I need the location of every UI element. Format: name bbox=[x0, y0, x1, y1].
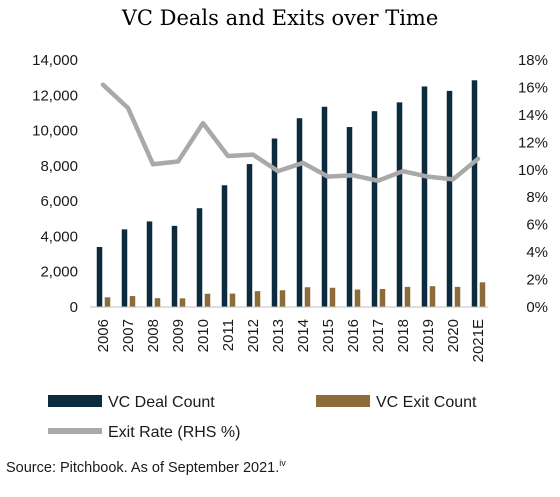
bar-vc-exit-count bbox=[104, 297, 111, 307]
left-axis-tick-label: 4,000 bbox=[40, 228, 78, 245]
right-axis-tick-label: 12% bbox=[518, 134, 548, 151]
bar-vc-exit-count bbox=[354, 289, 361, 307]
legend-label-exit-rate: Exit Rate (RHS %) bbox=[108, 424, 240, 441]
left-axis: 0 2,000 4,000 6,000 8,000 10,000 12,000 14,000 bbox=[32, 52, 78, 316]
left-axis-tick-label: 14,000 bbox=[32, 52, 78, 69]
x-axis-tick-label: 2020 bbox=[445, 319, 462, 352]
bar-vc-exit-count bbox=[454, 286, 461, 307]
legend-swatch-deal bbox=[48, 395, 102, 407]
bar-vc-deal-count bbox=[96, 247, 103, 307]
x-axis-tick-label: 2008 bbox=[145, 319, 162, 352]
right-axis-tick-label: 0% bbox=[526, 299, 548, 316]
bar-vc-exit-count bbox=[479, 282, 486, 307]
bar-vc-deal-count bbox=[396, 102, 403, 307]
x-axis-tick-label: 2007 bbox=[120, 319, 137, 352]
bar-vc-deal-count bbox=[171, 225, 178, 307]
legend: VC Deal Count VC Exit Count Exit Rate (R… bbox=[48, 394, 477, 441]
source-text: Source: Pitchbook. As of September 2021. bbox=[6, 459, 280, 476]
x-axis-tick-label: 2011 bbox=[220, 319, 237, 351]
bar-vc-exit-count bbox=[229, 293, 236, 307]
chart-title: VC Deals and Exits over Time bbox=[121, 6, 439, 30]
bars bbox=[96, 80, 486, 308]
x-axis-tick-label: 2013 bbox=[270, 319, 287, 352]
left-axis-tick-label: 2,000 bbox=[40, 264, 78, 281]
bar-vc-exit-count bbox=[154, 298, 161, 307]
bar-vc-exit-count bbox=[429, 286, 436, 307]
bar-vc-exit-count bbox=[254, 291, 261, 307]
x-axis-tick-label: 2017 bbox=[370, 319, 387, 352]
x-axis-tick-label: 2016 bbox=[345, 319, 362, 352]
right-axis-tick-label: 2% bbox=[526, 272, 548, 289]
bar-vc-deal-count bbox=[146, 221, 153, 307]
bar-vc-deal-count bbox=[196, 208, 203, 307]
bar-vc-exit-count bbox=[379, 289, 386, 307]
x-axis-tick-label: 2018 bbox=[395, 319, 412, 352]
left-axis-tick-label: 6,000 bbox=[40, 193, 78, 210]
right-axis-tick-label: 6% bbox=[526, 217, 548, 234]
x-axis-tick-label: 2009 bbox=[170, 319, 187, 352]
x-axis: 2006 2007 2008 2009 2010 2011 2012 2013 2014 2015… bbox=[95, 319, 487, 362]
bar-vc-exit-count bbox=[304, 287, 311, 307]
source-note: Source: Pitchbook. As of September 2021.… bbox=[6, 458, 286, 476]
x-axis-tick-label: 2015 bbox=[320, 319, 337, 352]
left-axis-tick-label: 0 bbox=[70, 299, 78, 316]
bar-vc-deal-count bbox=[221, 185, 228, 307]
exit-rate-line bbox=[100, 82, 481, 184]
x-axis-tick-label: 2006 bbox=[95, 319, 112, 352]
legend-label-deal: VC Deal Count bbox=[108, 394, 215, 411]
bar-vc-deal-count bbox=[246, 164, 253, 307]
bar-vc-deal-count bbox=[121, 229, 128, 307]
right-axis-tick-label: 16% bbox=[518, 79, 548, 96]
left-axis-tick-label: 12,000 bbox=[32, 87, 78, 104]
bar-vc-exit-count bbox=[279, 290, 286, 307]
bar-vc-deal-count bbox=[321, 106, 328, 307]
bar-vc-deal-count bbox=[271, 138, 278, 307]
left-axis-tick-label: 8,000 bbox=[40, 158, 78, 175]
bar-vc-exit-count bbox=[129, 296, 136, 307]
legend-label-exit: VC Exit Count bbox=[376, 394, 477, 411]
x-axis-tick-label: 2010 bbox=[195, 319, 212, 352]
right-axis-tick-label: 10% bbox=[518, 162, 548, 179]
bar-vc-deal-count bbox=[371, 111, 378, 308]
source-footnote-marker: iv bbox=[279, 458, 286, 468]
bar-vc-exit-count bbox=[179, 298, 186, 307]
x-axis-tick-label: 2012 bbox=[245, 319, 262, 352]
right-axis-tick-label: 14% bbox=[518, 107, 548, 124]
x-axis-tick-label: 2019 bbox=[420, 319, 437, 352]
chart: VC Deals and Exits over Time 0 2,000 4,000… bbox=[32, 6, 548, 441]
bar-vc-deal-count bbox=[421, 86, 428, 307]
legend-swatch-exit bbox=[316, 395, 370, 407]
x-axis-tick-label: 2021E bbox=[470, 319, 487, 362]
right-axis-tick-label: 8% bbox=[526, 189, 548, 206]
bar-vc-exit-count bbox=[329, 287, 336, 307]
line-exit-rate bbox=[100, 82, 481, 184]
right-axis: 0% 2% 4% 6% 8% 10% 12% 14% 16% 18% bbox=[518, 52, 548, 316]
left-axis-tick-label: 10,000 bbox=[32, 123, 78, 140]
bar-vc-deal-count bbox=[471, 80, 478, 308]
bar-vc-exit-count bbox=[404, 286, 411, 307]
bar-vc-deal-count bbox=[446, 90, 453, 307]
bar-vc-exit-count bbox=[204, 293, 211, 307]
right-axis-tick-label: 18% bbox=[518, 52, 548, 69]
bar-vc-deal-count bbox=[346, 127, 353, 308]
bar-vc-deal-count bbox=[296, 118, 303, 307]
x-axis-tick-label: 2014 bbox=[295, 319, 312, 352]
right-axis-tick-label: 4% bbox=[526, 244, 548, 261]
